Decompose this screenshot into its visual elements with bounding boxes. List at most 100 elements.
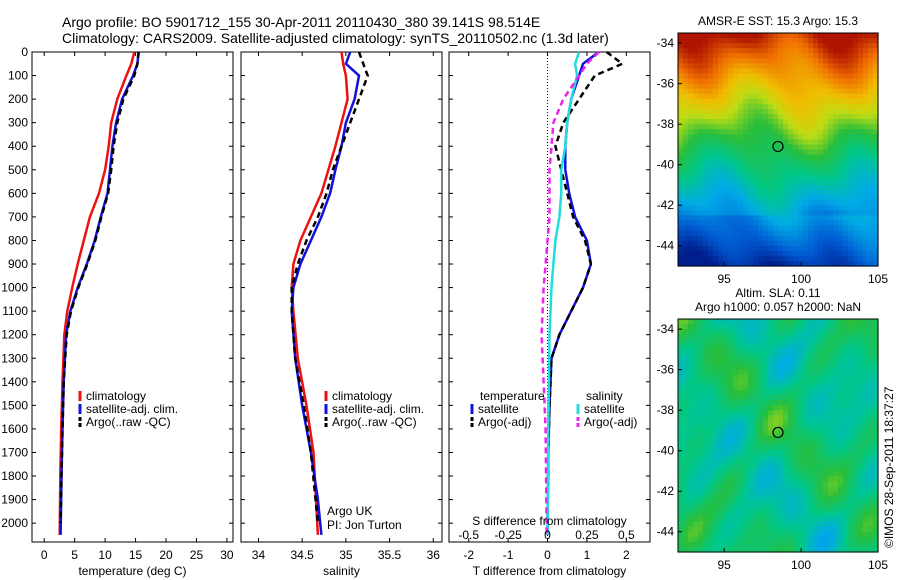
- heatmap-cell: [708, 415, 714, 421]
- heatmap-cell: [758, 103, 764, 110]
- heatmap-cell: [683, 506, 689, 513]
- heatmap-cell: [873, 210, 879, 216]
- heatmap-cell: [763, 400, 769, 406]
- heatmap-cell: [818, 430, 824, 437]
- heatmap-cell: [698, 496, 704, 502]
- heatmap-cell: [858, 476, 864, 482]
- heatmap-cell: [843, 541, 849, 548]
- heatmap-cell: [783, 374, 789, 381]
- heatmap-cell: [858, 501, 864, 508]
- heatmap-cell: [823, 58, 829, 64]
- heatmap-cell: [723, 43, 729, 49]
- heatmap-cell: [783, 210, 789, 216]
- heatmap-cell: [753, 124, 759, 130]
- heatmap-cell: [793, 531, 799, 538]
- heatmap-cell: [863, 319, 869, 325]
- heatmap-cell: [808, 149, 814, 156]
- heatmap-cell: [688, 354, 694, 361]
- heatmap-cell: [693, 154, 699, 161]
- heatmap-cell: [743, 405, 749, 411]
- heatmap-cell: [803, 164, 809, 171]
- heatmap-cell: [783, 400, 789, 406]
- heatmap-cell: [843, 400, 849, 406]
- heatmap-cell: [798, 364, 804, 371]
- heatmap-cell: [713, 58, 719, 64]
- heatmap-cell: [683, 420, 689, 426]
- heatmap-cell: [748, 445, 754, 452]
- heatmap-cell: [783, 205, 789, 211]
- heatmap-cell: [813, 68, 819, 75]
- x-tick-label: 5: [71, 548, 78, 562]
- heatmap-cell: [753, 53, 759, 59]
- heatmap-cell: [853, 73, 859, 80]
- heatmap-cell: [753, 195, 759, 201]
- heatmap-cell: [683, 516, 689, 523]
- heatmap-cell: [853, 83, 859, 90]
- heatmap-cell: [793, 215, 799, 222]
- heatmap-cell: [803, 364, 809, 371]
- heatmap-cell: [818, 384, 824, 391]
- heatmap-cell: [833, 134, 839, 140]
- heatmap-cell: [848, 400, 854, 406]
- heatmap-cell: [683, 68, 689, 75]
- heatmap-cell: [738, 235, 744, 242]
- heatmap-cell: [683, 159, 689, 166]
- heatmap-cell: [833, 450, 839, 457]
- heatmap-cell: [758, 144, 764, 151]
- heatmap-cell: [688, 526, 694, 533]
- heatmap-cell: [858, 195, 864, 201]
- heatmap-cell: [698, 349, 704, 356]
- heatmap-cell: [708, 58, 714, 64]
- heatmap-cell: [843, 68, 849, 75]
- heatmap-cell: [773, 374, 779, 381]
- heatmap-cell: [728, 174, 734, 181]
- heatmap-cell: [718, 144, 724, 151]
- heatmap-cell: [848, 516, 854, 523]
- heatmap-cell: [698, 465, 704, 472]
- heatmap-cell: [873, 250, 879, 257]
- heatmap-cell: [838, 511, 844, 518]
- heatmap-cell: [873, 215, 879, 222]
- heatmap-cell: [873, 536, 879, 543]
- heatmap-cell: [803, 184, 809, 191]
- heatmap-cell: [698, 220, 704, 227]
- heatmap-cell: [808, 200, 814, 206]
- heatmap-cell: [678, 420, 684, 426]
- heatmap-cell: [858, 359, 864, 366]
- heatmap-cell: [758, 88, 764, 95]
- heatmap-cell: [708, 73, 714, 80]
- heatmap-cell: [808, 521, 814, 528]
- heatmap-cell: [873, 200, 879, 206]
- heatmap-cell: [743, 235, 749, 242]
- heatmap-cell: [868, 470, 874, 477]
- heatmap-cell: [783, 470, 789, 477]
- heatmap-cell: [848, 63, 854, 70]
- heatmap-cell: [823, 531, 829, 538]
- heatmap-cell: [843, 354, 849, 361]
- heatmap-cell: [708, 149, 714, 156]
- heatmap-cell: [848, 420, 854, 426]
- heatmap-cell: [853, 235, 859, 242]
- heatmap-cell: [873, 546, 879, 553]
- heatmap-cell: [803, 108, 809, 115]
- heatmap-cell: [688, 210, 694, 216]
- heatmap-cell: [738, 440, 744, 447]
- heatmap-cell: [828, 359, 834, 366]
- heatmap-cell: [773, 129, 779, 135]
- heatmap-cell: [748, 410, 754, 416]
- heatmap-cell: [708, 349, 714, 356]
- heatmap-cell: [848, 460, 854, 467]
- heatmap-cell: [763, 195, 769, 201]
- heatmap-cell: [703, 149, 709, 156]
- heatmap-cell: [858, 344, 864, 350]
- y-tick-label: 1700: [1, 445, 28, 459]
- heatmap-cell: [738, 240, 744, 247]
- heatmap-cell: [833, 511, 839, 518]
- heatmap-cell: [753, 339, 759, 345]
- heatmap-cell: [708, 405, 714, 411]
- heatmap-cell: [858, 410, 864, 416]
- heatmap-cell: [853, 154, 859, 161]
- heatmap-cell: [858, 33, 864, 39]
- y-tick-label: 700: [8, 210, 28, 224]
- heatmap-cell: [843, 225, 849, 232]
